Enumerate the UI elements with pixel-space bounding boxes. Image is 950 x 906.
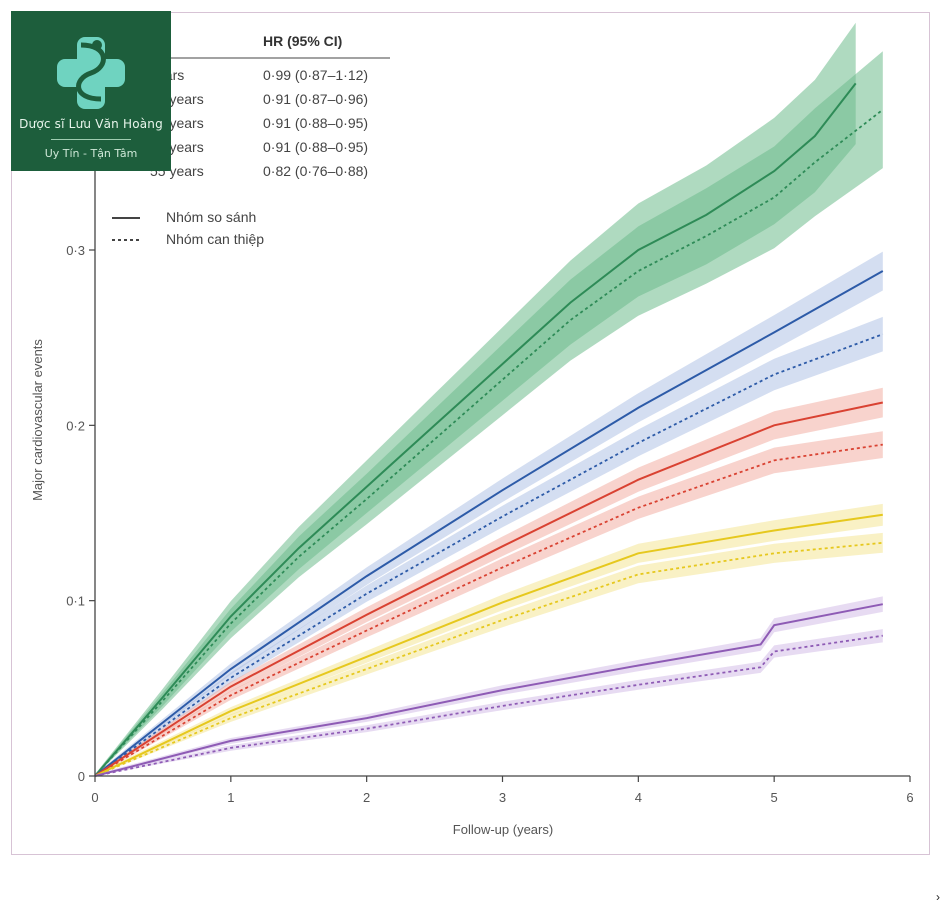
figure-frame <box>11 12 930 855</box>
line-2-intervention <box>94 443 883 777</box>
x-tick-label-1: 1 <box>227 790 234 805</box>
x-tick-label-6: 6 <box>906 790 913 805</box>
x-tick-label-3: 3 <box>499 790 506 805</box>
legend-hr-value-2: 0·91 (0·88–0·95) <box>263 115 368 131</box>
x-tick-label-4: 4 <box>635 790 642 805</box>
band-0-intervention <box>95 51 883 777</box>
line-4-intervention <box>94 634 883 777</box>
line-3-comparison <box>94 513 883 777</box>
band-3-comparison <box>95 503 883 776</box>
x-tick-label-0: 0 <box>91 790 98 805</box>
y-tick-label-1: 0·1 <box>66 594 85 609</box>
legend-hr-value-0: 0·99 (0·87–1·12) <box>263 67 368 83</box>
band-2-intervention <box>95 431 883 776</box>
legend-hr-header: HR (95% CI) <box>263 33 342 49</box>
y-ticks: 0 0·1 0·2 0·3 <box>66 243 95 784</box>
series-lines <box>94 82 884 777</box>
line-2-comparison <box>94 401 884 777</box>
legend-hr-value-1: 0·91 (0·87–0·96) <box>263 91 368 107</box>
legend-hr-value-4: 0·82 (0·76–0·88) <box>263 163 368 179</box>
band-3-intervention <box>95 532 883 776</box>
brand-logo: Dược sĩ Lưu Văn Hoàng Uy Tín - Tận Tâm <box>11 11 171 171</box>
x-axis-title: Follow-up (years) <box>453 822 553 837</box>
band-2-comparison <box>95 387 883 776</box>
line-0-comparison <box>94 82 857 777</box>
corner-mark: › <box>936 890 940 904</box>
y-tick-label-0: 0 <box>78 769 85 784</box>
line-1-comparison <box>94 270 884 777</box>
legend-style-label-1: Nhóm can thiệp <box>166 231 264 247</box>
line-4-comparison <box>94 603 883 777</box>
x-ticks: 0 1 2 3 4 5 6 <box>91 776 914 805</box>
brand-slogan: Uy Tín - Tận Tâm <box>44 147 138 160</box>
brand-name: Dược sĩ Lưu Văn Hoàng <box>19 117 163 131</box>
legend-style-label-0: Nhóm so sánh <box>166 209 256 225</box>
band-1-comparison <box>95 251 883 777</box>
caduceus-cross-icon <box>57 37 125 109</box>
line-0-intervention <box>94 108 884 777</box>
legend-hr-value-3: 0·91 (0·88–0·95) <box>263 139 368 155</box>
y-axis-title: Major cardiovascular events <box>30 339 45 501</box>
x-tick-label-5: 5 <box>771 790 778 805</box>
y-tick-label-2: 0·2 <box>66 418 85 433</box>
brand-divider <box>51 139 131 140</box>
x-tick-label-2: 2 <box>363 790 370 805</box>
y-tick-label-3: 0·3 <box>66 243 85 258</box>
band-1-intervention <box>95 316 883 776</box>
